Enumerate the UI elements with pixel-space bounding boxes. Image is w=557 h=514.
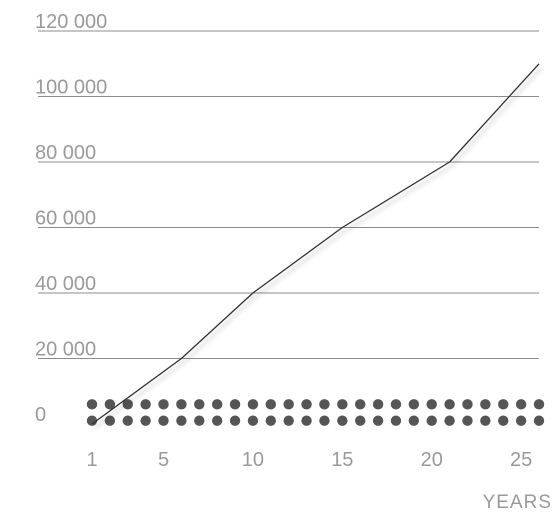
dot-point xyxy=(337,415,348,426)
x-tick-label: 15 xyxy=(331,449,353,471)
dot-point xyxy=(498,415,509,426)
y-tick-label: 40 000 xyxy=(35,273,96,295)
line-series xyxy=(91,63,540,425)
x-axis-label: YEARS xyxy=(483,492,552,513)
dot-point xyxy=(390,415,402,426)
y-tick-label: 100 000 xyxy=(35,77,107,99)
dot-point xyxy=(176,399,187,410)
dot-point xyxy=(319,399,330,410)
dot-point xyxy=(122,415,133,426)
dot-series xyxy=(86,399,545,426)
dot-point xyxy=(462,399,473,410)
dot-point xyxy=(408,415,420,426)
dot-point xyxy=(444,399,455,410)
dot-point xyxy=(104,399,116,410)
y-tick-label: 80 000 xyxy=(35,142,96,164)
dot-point xyxy=(355,415,366,426)
dot-point xyxy=(158,399,169,410)
y-tick-label: 20 000 xyxy=(35,339,96,361)
dot-point xyxy=(319,415,330,426)
series-line xyxy=(91,63,540,425)
dot-point xyxy=(355,399,366,410)
dot-point xyxy=(372,399,384,410)
dot-point xyxy=(194,399,205,410)
dot-point xyxy=(122,399,133,410)
x-tick-label: 20 xyxy=(421,449,443,471)
x-tick-label: 25 xyxy=(510,449,532,471)
x-tick-label: 1 xyxy=(86,449,97,471)
dot-point xyxy=(408,399,420,410)
dot-point xyxy=(247,415,259,426)
dot-point xyxy=(211,415,223,426)
dot-point xyxy=(140,399,151,410)
dot-point xyxy=(480,399,491,410)
grid-lines xyxy=(38,30,539,359)
dot-point xyxy=(140,415,151,426)
dot-point xyxy=(265,399,276,410)
dot-point xyxy=(515,415,527,426)
dot-point xyxy=(229,399,241,410)
dot-point xyxy=(515,399,527,410)
dot-point xyxy=(158,415,169,426)
x-axis-ticks: 1 5 10 15 20 25 xyxy=(86,449,532,471)
dot-point xyxy=(194,415,205,426)
dot-point xyxy=(390,399,402,410)
x-tick-label: 5 xyxy=(158,449,169,471)
y-axis-ticks: 0 20 000 40 000 60 000 80 000 100 000 120 000 xyxy=(35,11,107,426)
y-tick-label: 60 000 xyxy=(35,208,96,230)
dot-point xyxy=(426,399,437,410)
dot-point xyxy=(211,399,223,410)
dot-point xyxy=(283,415,294,426)
dot-point xyxy=(265,415,276,426)
dot-point xyxy=(86,399,98,410)
dot-point xyxy=(498,399,509,410)
dot-point xyxy=(283,399,294,410)
dot-point xyxy=(301,399,312,410)
dot-point xyxy=(533,415,545,426)
dot-point xyxy=(444,415,455,426)
dot-point xyxy=(176,415,187,426)
dot-point xyxy=(337,399,348,410)
dot-point xyxy=(426,415,437,426)
dot-point xyxy=(480,415,491,426)
y-tick-label: 0 xyxy=(35,404,46,426)
y-tick-label: 120 000 xyxy=(35,11,107,33)
x-tick-label: 10 xyxy=(242,449,264,471)
dot-point xyxy=(301,415,312,426)
dot-point xyxy=(104,415,116,426)
dot-point xyxy=(533,399,545,410)
dot-point xyxy=(462,415,473,426)
dot-point xyxy=(229,415,241,426)
dot-point xyxy=(86,415,98,426)
dot-point xyxy=(247,399,259,410)
dot-point xyxy=(372,415,384,426)
